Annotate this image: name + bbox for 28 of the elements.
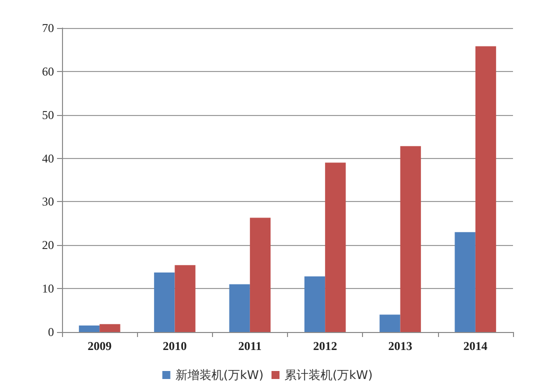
y-tick-label: 0 xyxy=(48,325,54,339)
y-tick-label: 40 xyxy=(42,151,54,166)
x-tick-label: 2013 xyxy=(388,339,412,353)
legend-label: 累计装机(万kW) xyxy=(284,368,373,382)
bar xyxy=(304,276,326,332)
x-tick-label: 2012 xyxy=(313,339,338,353)
legend-label: 新增装机(万kW) xyxy=(175,368,264,382)
x-tick-label: 2009 xyxy=(88,339,112,353)
bar xyxy=(454,232,476,332)
bar xyxy=(400,146,421,332)
x-tick-label: 2014 xyxy=(463,339,488,353)
bar xyxy=(250,218,271,332)
bar xyxy=(325,162,346,332)
y-tick-label: 20 xyxy=(42,238,54,252)
bar xyxy=(475,46,496,332)
bar xyxy=(100,324,120,332)
bar xyxy=(380,314,400,332)
y-tick-label: 50 xyxy=(42,108,54,122)
bar xyxy=(229,284,250,332)
bar xyxy=(154,272,175,332)
bar xyxy=(174,265,196,332)
x-tick-label: 2010 xyxy=(162,339,187,353)
y-tick-label: 70 xyxy=(42,21,54,35)
y-tick-label: 10 xyxy=(42,282,54,296)
bar xyxy=(78,325,100,332)
x-tick-label: 2011 xyxy=(238,339,262,353)
y-tick-label: 60 xyxy=(42,64,54,78)
y-tick-label: 30 xyxy=(42,194,54,209)
